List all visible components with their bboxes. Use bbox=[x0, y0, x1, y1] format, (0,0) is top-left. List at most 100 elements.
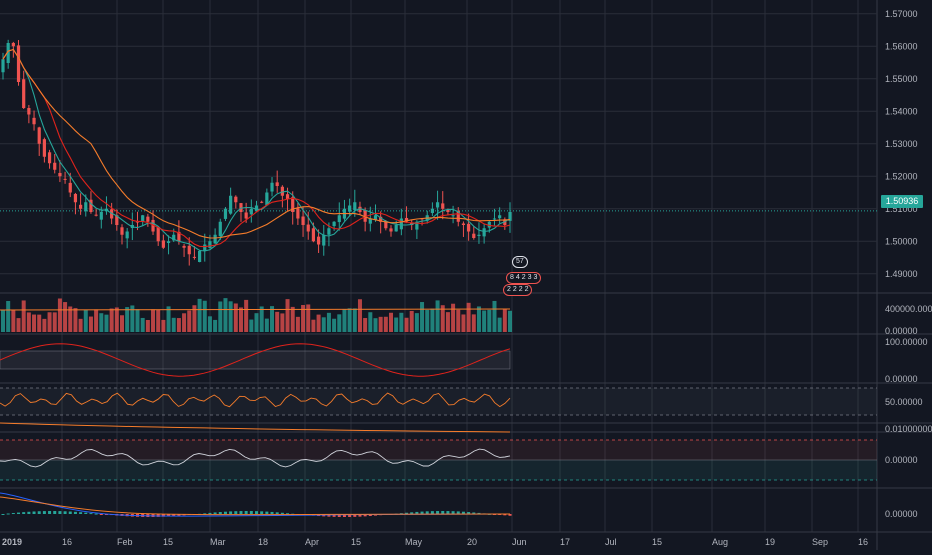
candle-body bbox=[166, 241, 171, 243]
volume-bar bbox=[306, 304, 311, 332]
candle-body bbox=[58, 172, 62, 177]
volume-bar bbox=[52, 312, 57, 332]
time-tick-label: 20 bbox=[467, 537, 477, 547]
candle-body bbox=[456, 210, 460, 222]
candle-body bbox=[327, 228, 331, 235]
macd-histogram-bar bbox=[410, 512, 414, 514]
event-bubble-mid[interactable]: 8 4 2 3 3 bbox=[506, 272, 542, 284]
candle-body bbox=[125, 231, 129, 239]
candle-body bbox=[84, 202, 88, 212]
volume-bar bbox=[316, 314, 321, 332]
volume-bar bbox=[373, 318, 378, 332]
volume-bar bbox=[275, 311, 280, 332]
candle-body bbox=[156, 227, 160, 242]
volume-bar bbox=[119, 315, 124, 332]
macd-histogram-bar bbox=[249, 511, 253, 514]
candle-body bbox=[239, 203, 243, 212]
candle-body bbox=[492, 218, 497, 220]
volume-bar bbox=[161, 319, 166, 332]
volume-bar bbox=[207, 316, 212, 332]
candle-body bbox=[260, 201, 264, 203]
macd-histogram-bar bbox=[244, 511, 248, 514]
time-tick-label: 15 bbox=[652, 537, 662, 547]
volume-bar bbox=[451, 303, 456, 332]
volume-bar bbox=[337, 314, 342, 332]
candle-body bbox=[218, 221, 222, 237]
candle-body bbox=[32, 117, 36, 125]
time-tick-label: 16 bbox=[62, 537, 72, 547]
macd-histogram-bar bbox=[363, 514, 367, 517]
candle-body bbox=[187, 245, 191, 255]
macd-histogram-bar bbox=[472, 512, 476, 514]
macd-histogram-bar bbox=[94, 513, 98, 515]
adx-line bbox=[0, 422, 511, 433]
macd-histogram-bar bbox=[436, 511, 440, 514]
candle-body bbox=[373, 215, 378, 220]
macd-histogram-bar bbox=[58, 511, 62, 514]
macd-histogram-bar bbox=[425, 511, 429, 514]
candle-body bbox=[332, 221, 336, 227]
candle-body bbox=[120, 227, 124, 235]
macd-histogram-bar bbox=[337, 514, 341, 517]
time-tick-label: Feb bbox=[117, 537, 133, 547]
candle-body bbox=[182, 245, 186, 248]
event-bubble-top[interactable]: 57 bbox=[512, 256, 528, 268]
macd-histogram-bar bbox=[270, 511, 274, 514]
volume-bar bbox=[187, 310, 192, 332]
volume-bar bbox=[228, 301, 233, 332]
candle-body bbox=[446, 209, 450, 212]
last-price-badge: 1.50936 bbox=[881, 195, 923, 208]
macd-histogram-bar bbox=[420, 511, 424, 514]
price-tick-label: 1.50000 bbox=[885, 236, 918, 246]
macd-histogram-bar bbox=[1, 514, 5, 515]
price-tick-label: 1.57000 bbox=[885, 9, 918, 19]
macd-histogram-bar bbox=[22, 512, 26, 514]
volume-bar bbox=[63, 302, 68, 332]
time-tick-label: May bbox=[405, 537, 423, 547]
event-count: 2 bbox=[521, 274, 526, 281]
volume-bar bbox=[357, 299, 362, 332]
volume-bar bbox=[238, 307, 243, 332]
volume-bar bbox=[352, 308, 357, 332]
volume-tick-label: 400000.00000 bbox=[885, 304, 932, 314]
candle-body bbox=[275, 182, 279, 186]
macd-histogram-bar bbox=[332, 514, 336, 517]
volume-bar bbox=[435, 300, 440, 332]
macd-histogram-bar bbox=[441, 511, 445, 514]
volume-bar bbox=[404, 317, 409, 332]
volume-bar bbox=[394, 317, 399, 332]
price-tick-label: 1.55000 bbox=[885, 74, 918, 84]
candle-body bbox=[135, 221, 140, 223]
macd-histogram-bar bbox=[37, 511, 41, 514]
volume-bar bbox=[311, 319, 316, 332]
macd-histogram-bar bbox=[172, 514, 176, 517]
event-count: 3 bbox=[533, 274, 538, 281]
volume-bar bbox=[37, 314, 42, 332]
macd-histogram-bar bbox=[265, 511, 269, 514]
volume-bar bbox=[321, 317, 326, 332]
candle-body bbox=[73, 193, 78, 203]
macd-histogram-bar bbox=[48, 511, 52, 514]
candle-body bbox=[482, 228, 486, 237]
price-tick-label: 1.56000 bbox=[885, 41, 918, 51]
price-tick-label: 1.52000 bbox=[885, 171, 918, 181]
event-bubble-bottom[interactable]: 2 2 2 2 bbox=[503, 284, 533, 296]
volume-bar bbox=[492, 300, 497, 332]
osc-lower-band bbox=[0, 460, 877, 480]
volume-bar bbox=[192, 305, 197, 332]
macd-histogram-bar bbox=[239, 511, 243, 514]
macd-histogram-bar bbox=[234, 511, 238, 514]
volume-bar bbox=[285, 299, 290, 332]
volume-bar bbox=[264, 318, 269, 332]
candle-body bbox=[337, 215, 341, 223]
macd-histogram-bar bbox=[218, 512, 222, 514]
stoch-line bbox=[0, 343, 511, 377]
volume-bar bbox=[32, 314, 37, 332]
time-tick-label: 19 bbox=[765, 537, 775, 547]
volume-bar bbox=[409, 310, 414, 332]
volume-bar bbox=[218, 301, 223, 332]
candle-body bbox=[368, 218, 372, 224]
volume-ma-line bbox=[0, 308, 511, 311]
